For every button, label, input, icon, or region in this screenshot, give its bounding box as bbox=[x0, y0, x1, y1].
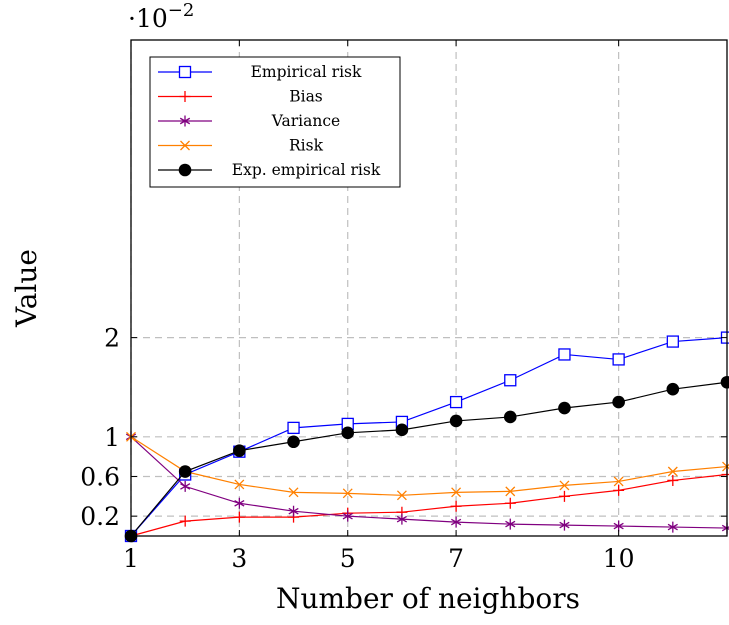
data-point bbox=[504, 497, 516, 509]
data-point bbox=[613, 476, 624, 487]
data-point bbox=[667, 521, 678, 533]
data-point bbox=[233, 444, 246, 457]
data-point bbox=[612, 395, 625, 409]
series-line bbox=[130, 436, 728, 529]
data-point bbox=[342, 488, 353, 499]
data-point bbox=[613, 484, 625, 496]
legend: Empirical risk Bias Variance Risk Exp. empir… bbox=[149, 56, 401, 188]
data-point bbox=[341, 426, 355, 440]
data-point bbox=[179, 91, 191, 102]
data-point bbox=[451, 487, 462, 498]
y-axis-label: Value bbox=[10, 249, 43, 328]
data-point bbox=[667, 474, 679, 486]
series-line bbox=[130, 436, 728, 496]
series-line bbox=[130, 473, 728, 537]
data-point bbox=[178, 65, 192, 79]
data-point bbox=[396, 513, 407, 525]
data-point bbox=[449, 395, 463, 409]
series-line bbox=[130, 337, 728, 537]
data-point bbox=[559, 480, 570, 491]
data-point bbox=[178, 465, 192, 478]
legend-label: Exp. empirical risk bbox=[232, 161, 381, 179]
legend-label: Bias bbox=[289, 88, 323, 106]
data-point bbox=[558, 348, 571, 361]
data-point bbox=[666, 335, 679, 348]
data-point bbox=[449, 414, 463, 428]
legend-entry: Risk bbox=[158, 137, 324, 155]
legend-label: Variance bbox=[271, 112, 340, 130]
data-point bbox=[288, 487, 299, 498]
data-point bbox=[234, 479, 245, 490]
legend-entry: Variance bbox=[158, 112, 340, 130]
data-point bbox=[559, 519, 570, 531]
y-multiplier-exponent: −2 bbox=[168, 0, 195, 21]
legend-entry: Bias bbox=[158, 88, 323, 106]
data-point bbox=[558, 490, 570, 502]
y-tick-label: 1 bbox=[104, 423, 120, 452]
x-tick-label: 5 bbox=[340, 544, 356, 573]
data-point bbox=[396, 490, 407, 501]
data-point bbox=[505, 486, 516, 497]
y-tick-label: 0.6 bbox=[80, 462, 120, 491]
series-bias bbox=[125, 468, 729, 542]
data-point bbox=[180, 480, 191, 492]
legend-box bbox=[149, 56, 401, 188]
plot-frame bbox=[130, 39, 728, 537]
data-point bbox=[503, 410, 517, 424]
series-lines bbox=[124, 331, 729, 543]
y-tick-label: 2 bbox=[104, 324, 120, 353]
data-point bbox=[558, 401, 571, 415]
legend-entry: Empirical risk bbox=[158, 63, 362, 81]
data-point bbox=[342, 510, 353, 522]
data-point bbox=[180, 140, 190, 151]
data-point bbox=[287, 435, 300, 449]
data-point bbox=[666, 382, 680, 396]
data-point bbox=[505, 518, 516, 530]
y-tick-label: 0.2 bbox=[80, 502, 120, 531]
legend-label: Empirical risk bbox=[251, 63, 362, 81]
data-point bbox=[234, 497, 245, 509]
legend-entry: Exp. empirical risk bbox=[158, 161, 381, 179]
x-axis-label: Number of neighbors bbox=[276, 582, 580, 615]
series-risk bbox=[126, 431, 729, 501]
data-point bbox=[233, 511, 245, 523]
data-point bbox=[667, 466, 678, 477]
y-multiplier-base: ·10 bbox=[128, 4, 168, 33]
y-multiplier: ·10−2 bbox=[128, 0, 194, 33]
x-tick-label: 7 bbox=[448, 544, 464, 573]
data-point bbox=[613, 520, 624, 532]
x-tick-label: 1 bbox=[123, 544, 139, 573]
data-point bbox=[612, 353, 625, 366]
legend-label: Risk bbox=[289, 137, 324, 155]
data-point bbox=[451, 516, 462, 528]
data-point bbox=[288, 505, 299, 517]
series-line bbox=[130, 381, 728, 537]
data-point bbox=[179, 115, 191, 127]
data-point bbox=[287, 421, 300, 435]
series-exp-empirical-risk bbox=[124, 375, 729, 543]
axis-ticks: 1 3 5 7 10 0.2 0.6 1 2 bbox=[80, 40, 727, 573]
data-point bbox=[720, 375, 729, 389]
x-tick-label: 3 bbox=[231, 544, 247, 573]
data-point bbox=[450, 500, 462, 512]
data-point bbox=[504, 374, 517, 387]
data-point bbox=[395, 423, 409, 437]
data-point bbox=[179, 515, 191, 527]
data-point bbox=[178, 163, 192, 177]
x-tick-label: 10 bbox=[603, 544, 635, 573]
